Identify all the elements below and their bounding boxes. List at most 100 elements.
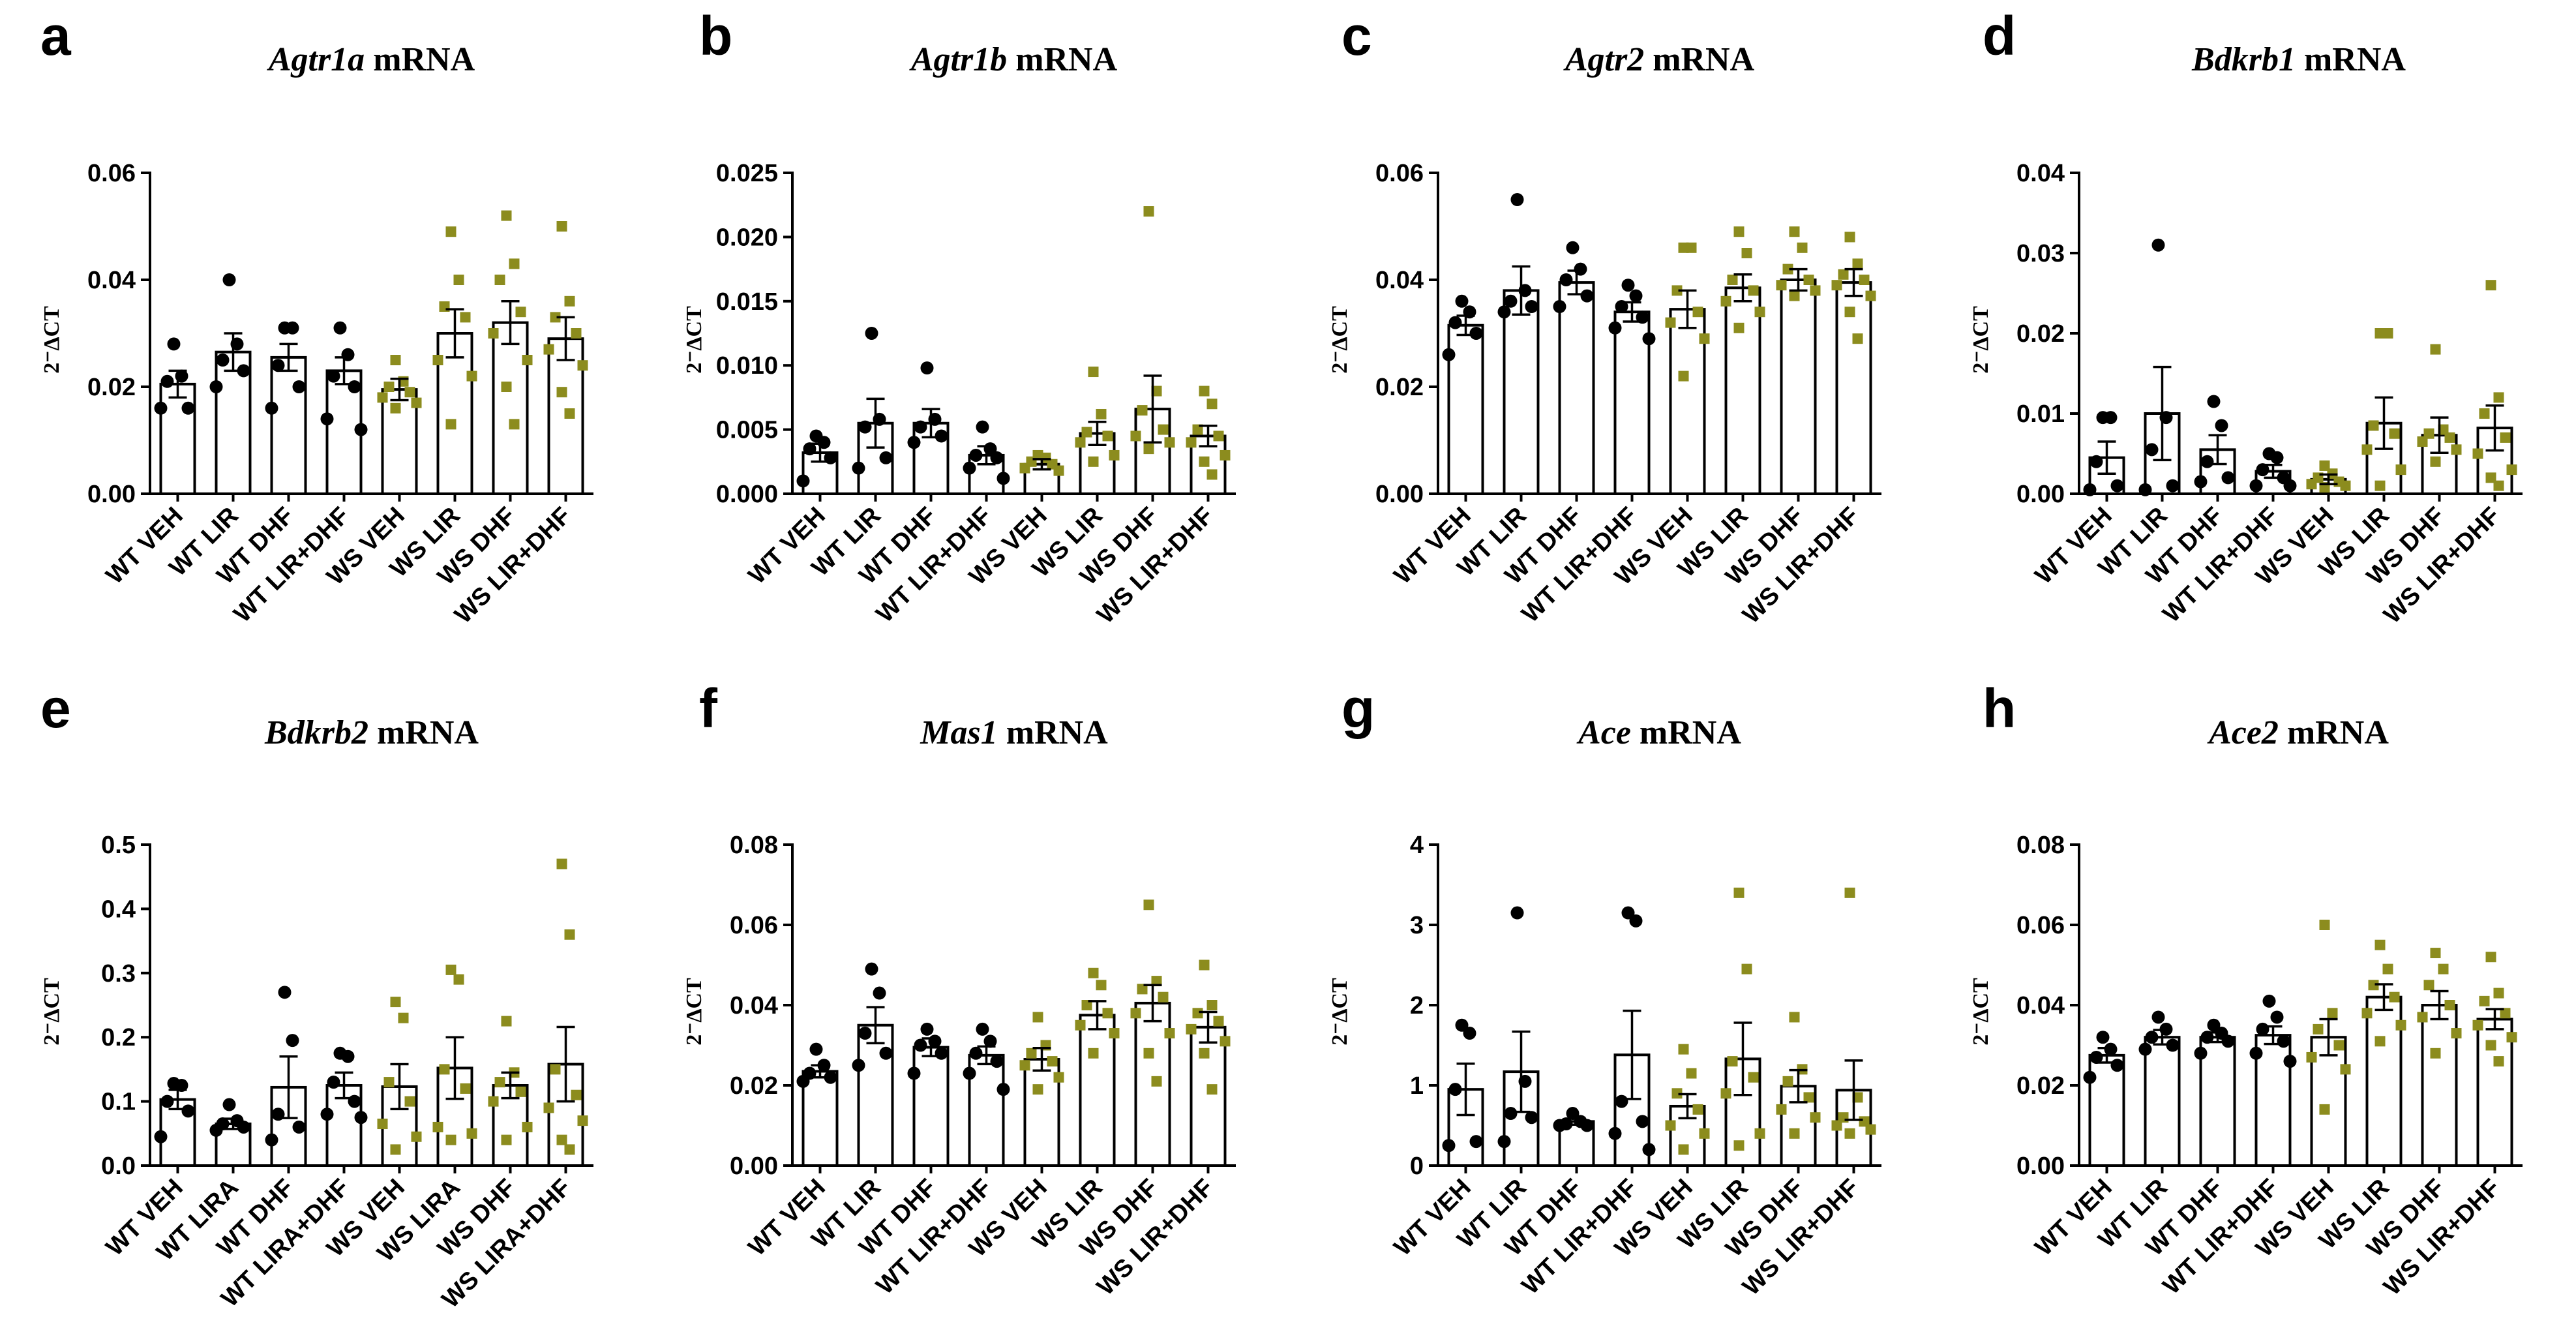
data-point-square (501, 1016, 512, 1027)
data-point-square (1199, 456, 1210, 467)
data-point-circle (2207, 395, 2221, 408)
data-point-square (2327, 1008, 2338, 1019)
data-point-square (1859, 275, 1870, 285)
data-point-square (2389, 991, 2400, 1003)
y-axis-label: 2⁻ΔCT (1969, 306, 1993, 374)
data-point-square (1838, 269, 1849, 280)
data-point-square (2493, 1056, 2504, 1067)
panel-b: b Agtr1b mRNA 2⁻ΔCT 0.000 0.005 0.010 0.015 0.0… (682, 5, 1236, 629)
data-point-square (1192, 424, 1203, 435)
data-point-square (1137, 984, 1148, 995)
data-point-square (1803, 1092, 1814, 1103)
data-point-circle (858, 420, 872, 434)
data-point-square (2374, 480, 2386, 491)
data-point-circle (1469, 327, 1483, 340)
data-point-circle (175, 1079, 188, 1092)
panel-d: d Bdkrb1 mRNA 2⁻ΔCT 0.00 0.01 0.02 0.03 0.04 WT … (1969, 5, 2523, 629)
data-point-circle (990, 451, 1004, 464)
data-point-circle (990, 1055, 1004, 1068)
data-point-square (390, 355, 401, 365)
data-point-circle (154, 401, 168, 415)
data-point-square (390, 997, 401, 1008)
data-point-circle (2221, 471, 2235, 485)
data-point-square (411, 397, 422, 408)
data-point-square (1213, 430, 1224, 442)
panel-title-suffix: mRNA (2296, 41, 2406, 78)
data-point-square (556, 221, 567, 232)
data-point-square (1151, 385, 1162, 397)
data-point-square (2313, 1023, 2324, 1034)
data-point-square (1143, 444, 1154, 455)
data-point-square (1741, 963, 1752, 974)
data-point-square (1692, 1104, 1703, 1115)
data-point-circle (873, 986, 886, 1000)
data-point-square (404, 1096, 415, 1107)
data-point-circle (935, 1046, 948, 1060)
bar (492, 321, 529, 495)
data-point-square (1102, 430, 1113, 442)
data-point-square (1782, 264, 1793, 275)
data-point-circle (2256, 463, 2269, 477)
y-tick-label: 0.00 (87, 481, 136, 508)
y-tick-label: 0.04 (2016, 160, 2065, 187)
data-point-circle (2083, 483, 2097, 496)
data-point-circle (327, 369, 340, 383)
data-point-square (1143, 1048, 1154, 1059)
y-axis-label: 2⁻ΔCT (1969, 978, 1993, 1046)
y-tick-label: 0.02 (2016, 1072, 2065, 1100)
data-point-square (466, 370, 477, 382)
bar (1503, 289, 1540, 495)
data-point-circle (2215, 419, 2228, 432)
bar (2088, 1053, 2125, 1167)
data-point-square (1130, 1008, 1141, 1019)
data-point-square (2506, 464, 2517, 475)
data-point-circle (2089, 455, 2103, 468)
y-tick-label: 0.02 (730, 1072, 778, 1100)
data-point-square (515, 307, 526, 318)
data-point-circle (2249, 1046, 2263, 1060)
data-point-circle (2207, 1018, 2221, 1032)
y-tick-label: 0.00 (1375, 481, 1424, 508)
data-point-circle (969, 448, 983, 462)
data-point-square (550, 1064, 561, 1075)
data-point-square (1733, 1140, 1745, 1151)
panel-title: Bdkrb1 mRNA (2191, 41, 2406, 78)
data-point-circle (1504, 294, 1518, 308)
y-tick-label: 0.2 (101, 1024, 136, 1051)
data-point-square (2479, 995, 2490, 1006)
data-point-square (494, 275, 505, 285)
y-tick-label: 1 (1410, 1072, 1424, 1100)
bar (1835, 281, 1872, 495)
data-point-circle (2194, 475, 2208, 489)
y-tick-label: 0.00 (2016, 1153, 2065, 1180)
data-point-circle (1629, 289, 1643, 303)
data-point-square (1206, 1084, 1218, 1095)
data-point-square (432, 1121, 443, 1132)
data-point-circle (2138, 1042, 2152, 1056)
data-point-circle (2256, 1022, 2269, 1036)
data-point-circle (963, 1066, 976, 1080)
data-point-square (1081, 427, 1092, 438)
y-tick-label: 2 (1410, 992, 1424, 1019)
data-point-square (1075, 437, 1086, 448)
panel-title-suffix: mRNA (368, 714, 479, 751)
data-point-circle (1504, 1107, 1518, 1121)
data-point-square (1019, 1060, 1030, 1071)
data-point-circle (1566, 241, 1580, 254)
y-tick-label: 0.03 (2016, 240, 2065, 267)
y-tick-label: 0.02 (1375, 374, 1424, 401)
data-point-square (1748, 285, 1759, 296)
data-point-circle (222, 1098, 236, 1111)
data-point-square (1186, 1023, 1197, 1034)
data-point-circle (996, 472, 1010, 485)
data-point-square (2500, 1008, 2511, 1019)
data-point-circle (879, 451, 893, 464)
data-point-circle (2283, 479, 2297, 492)
panel-title-gene: Agtr1b (909, 41, 1007, 78)
data-point-square (2368, 420, 2379, 431)
data-point-circle (181, 401, 195, 415)
data-point-square (1075, 1019, 1086, 1031)
data-point-square (460, 312, 471, 323)
data-point-square (1186, 437, 1197, 448)
data-point-square (1699, 1128, 1710, 1139)
